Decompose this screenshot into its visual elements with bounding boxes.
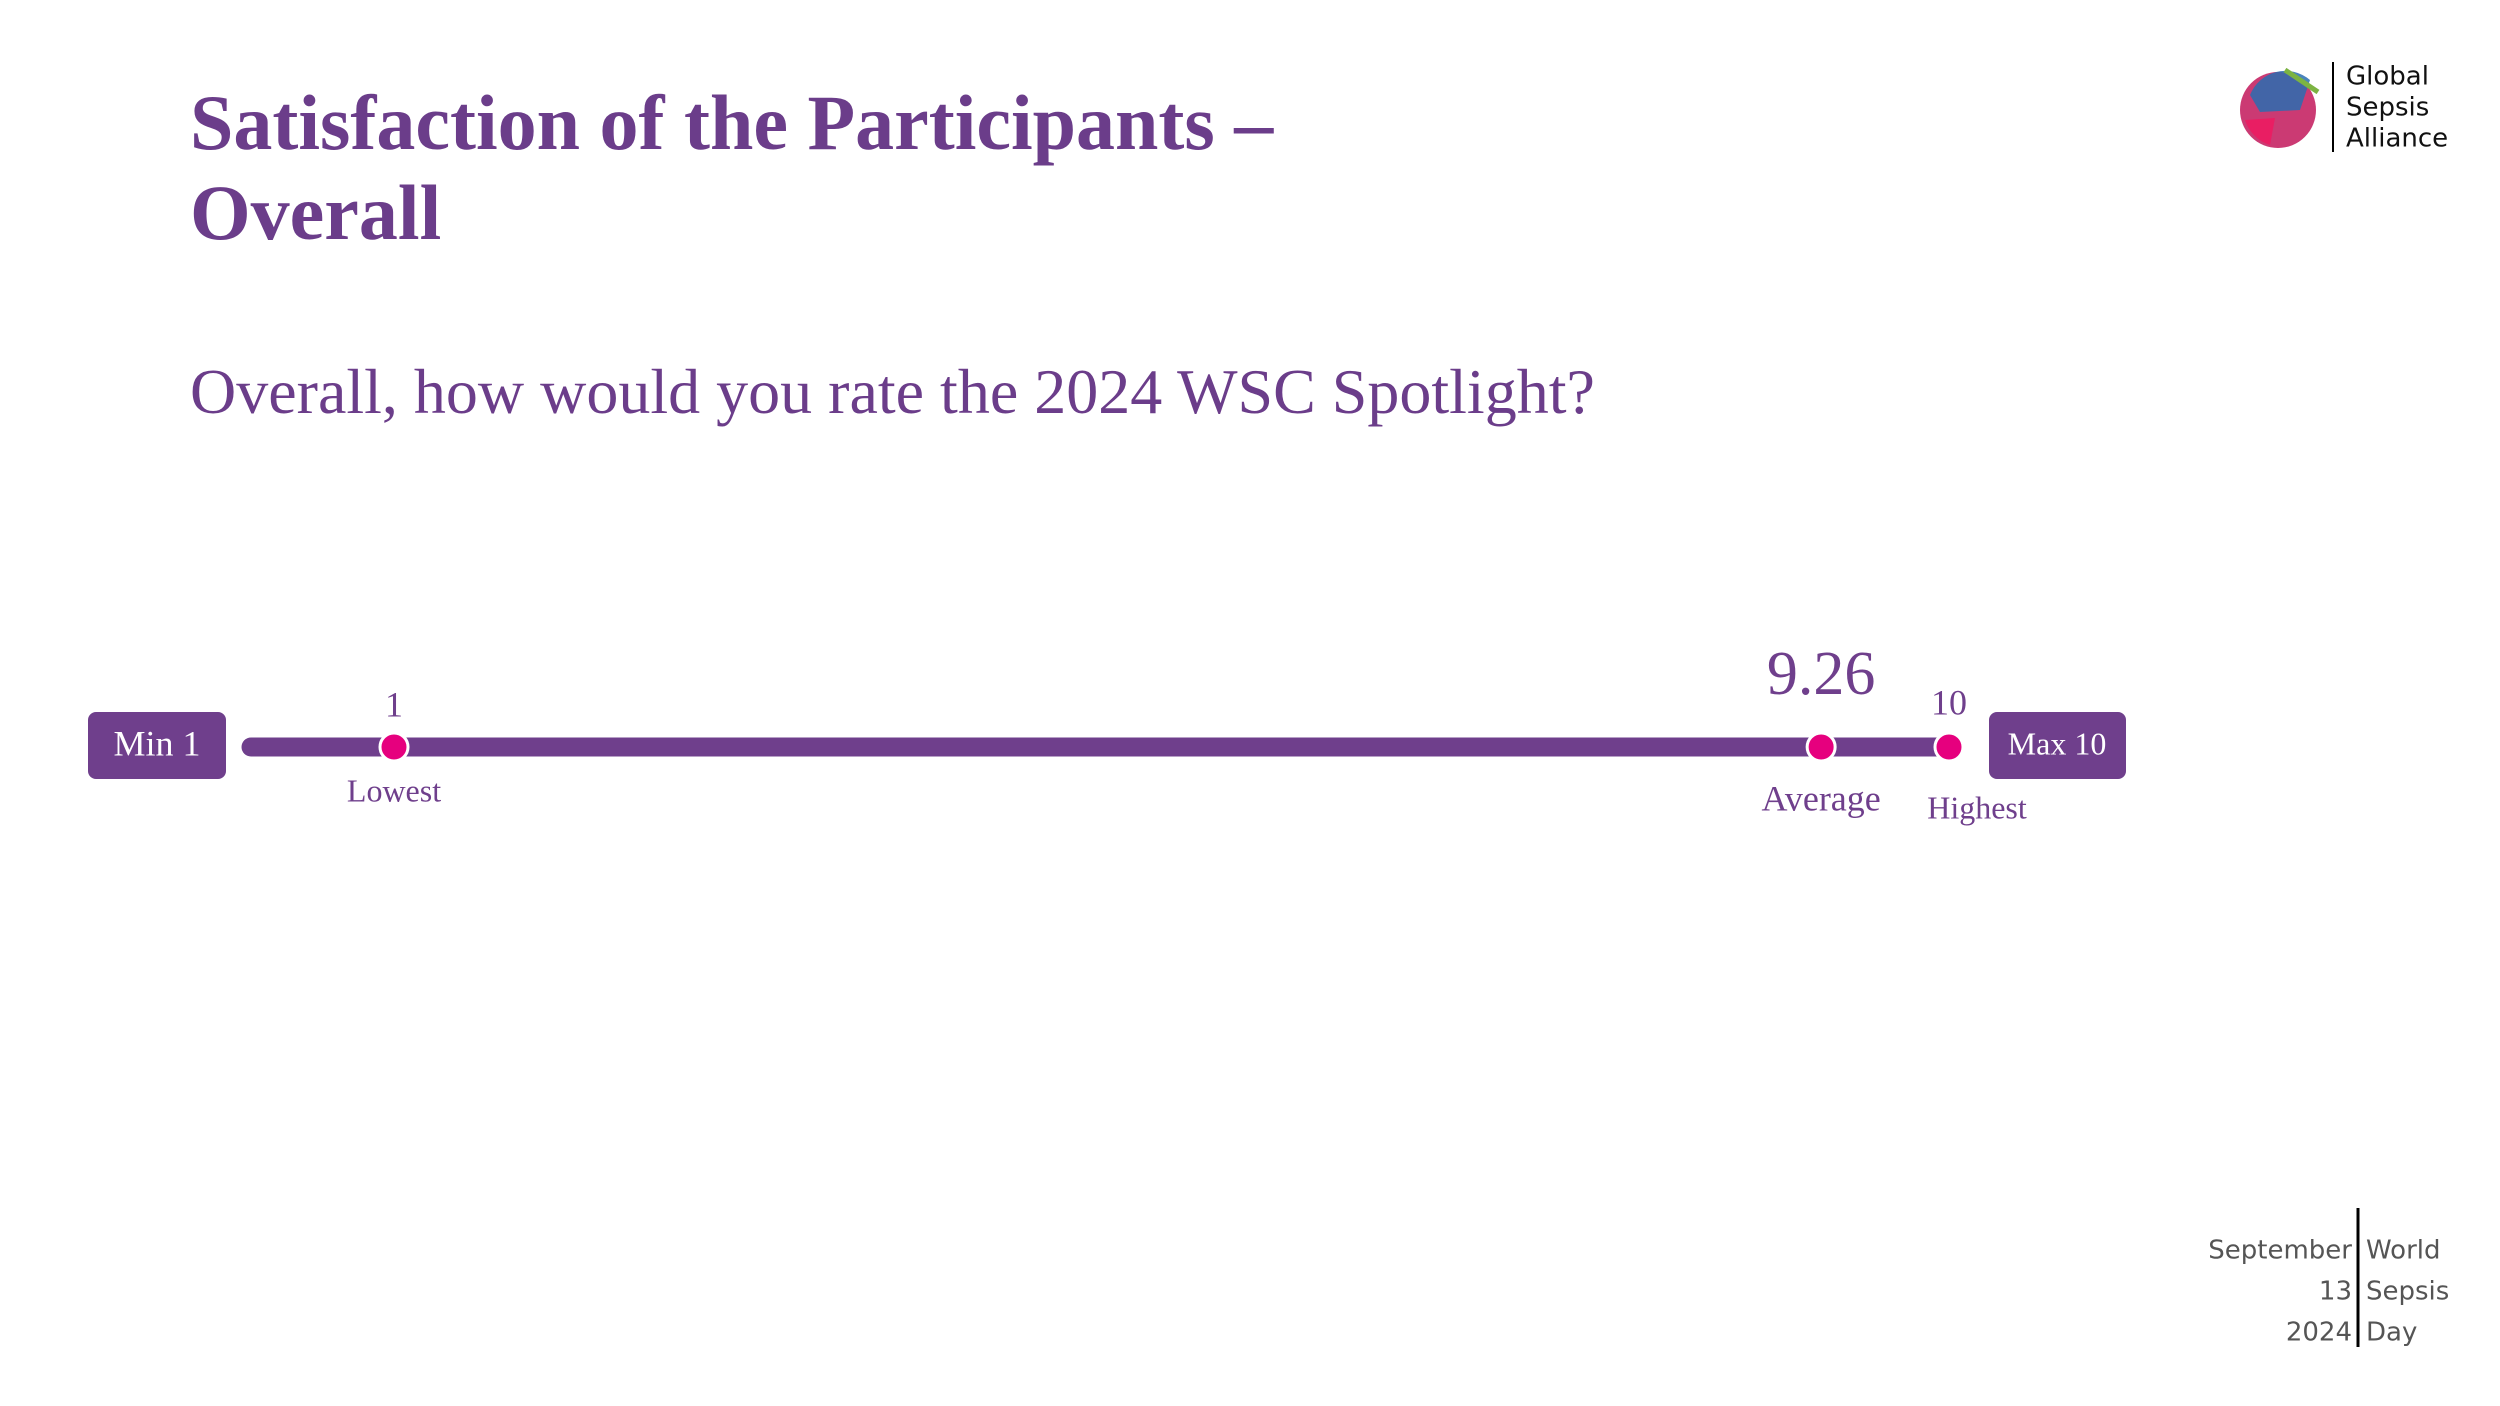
logo-text: Global <box>2346 62 2429 92</box>
logo-text: Sepsis <box>2346 93 2429 123</box>
footer-date: 2024 <box>2286 1318 2352 1348</box>
footer-date: 13 <box>2319 1277 2352 1307</box>
point-label: Lowest <box>347 772 441 808</box>
max-box <box>1989 712 2126 779</box>
point-label: Average <box>1762 778 1881 818</box>
question: Overall, how would you rate the 2024 WSC… <box>190 356 1595 427</box>
slide-title: Satisfaction of the Participants – Overa… <box>190 79 1274 256</box>
footer-date: September <box>2208 1236 2352 1266</box>
min-label: Min 1 <box>113 723 200 763</box>
point <box>1805 731 1837 763</box>
value-label: 9.26 <box>1767 640 1876 708</box>
point <box>378 731 410 763</box>
logo-globe <box>2240 67 2320 148</box>
min-box <box>88 712 226 779</box>
value-label: 1 <box>385 684 403 724</box>
footer-event: World <box>2366 1236 2441 1266</box>
point-label: Highest <box>1927 789 2027 825</box>
logo-text: Alliance <box>2346 124 2448 154</box>
point <box>1933 731 1965 763</box>
footer-event: Day <box>2366 1318 2417 1348</box>
footer-event: Sepsis <box>2366 1277 2449 1307</box>
value-label: 10 <box>1931 682 1967 722</box>
max-label: Max 10 <box>2008 725 2107 761</box>
